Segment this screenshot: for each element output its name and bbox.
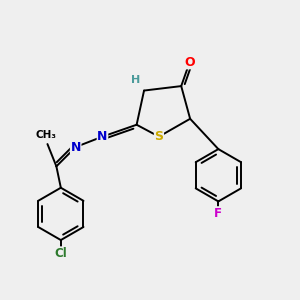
Text: F: F — [214, 207, 222, 220]
Text: S: S — [154, 130, 164, 143]
Text: N: N — [97, 130, 108, 143]
Text: Cl: Cl — [55, 247, 67, 260]
Text: O: O — [184, 56, 195, 69]
Text: N: N — [70, 140, 81, 154]
Text: H: H — [130, 75, 140, 85]
Text: CH₃: CH₃ — [35, 130, 56, 140]
